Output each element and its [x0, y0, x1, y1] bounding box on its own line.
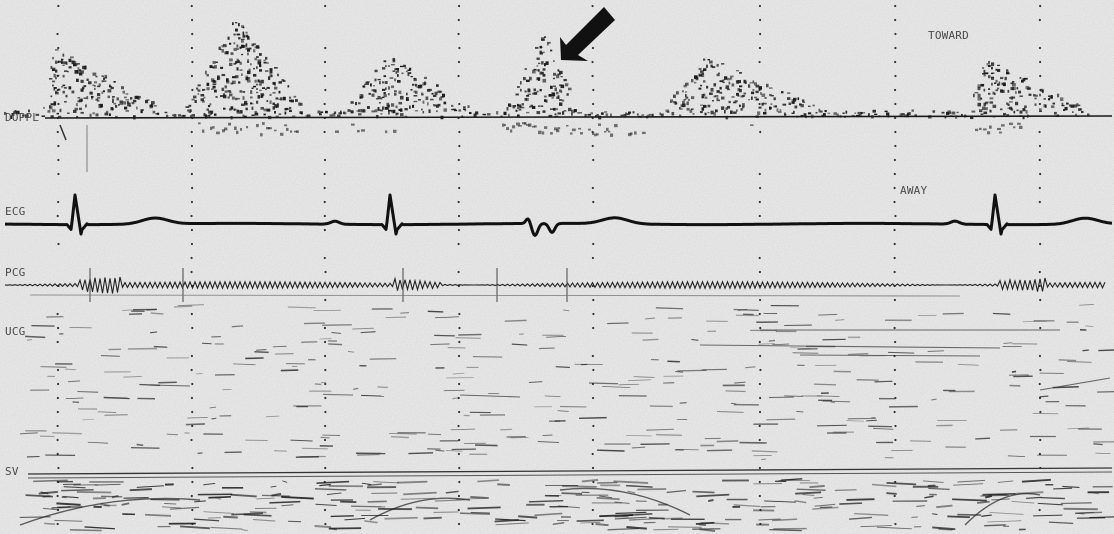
pcg-label: PCG	[5, 266, 26, 279]
doppler-baseline	[44, 115, 1113, 119]
arrow-down-left-icon	[560, 7, 615, 61]
toward-label: TOWARD	[928, 29, 969, 42]
sv-line-upper	[27, 467, 1113, 475]
ecg-label: ECG	[5, 205, 26, 218]
away-label: AWAY	[900, 184, 928, 197]
sv-echo-lines	[19, 478, 1114, 532]
doppler-toward-spectrum	[4, 22, 1090, 120]
ucg-echo-lines	[20, 303, 1114, 460]
sv-line-lower	[27, 471, 1113, 479]
pcg-sound-bursts	[29, 268, 961, 302]
doppl-label: DOPPL	[5, 111, 40, 124]
ucg-label: UCG	[5, 325, 26, 338]
sv-label: SV	[5, 465, 19, 478]
timing-marker-dots	[56, 4, 1042, 526]
ecg-trace	[4, 193, 1113, 237]
doppler-away-spectrum	[59, 122, 1023, 172]
pcg-trace	[4, 276, 1106, 294]
